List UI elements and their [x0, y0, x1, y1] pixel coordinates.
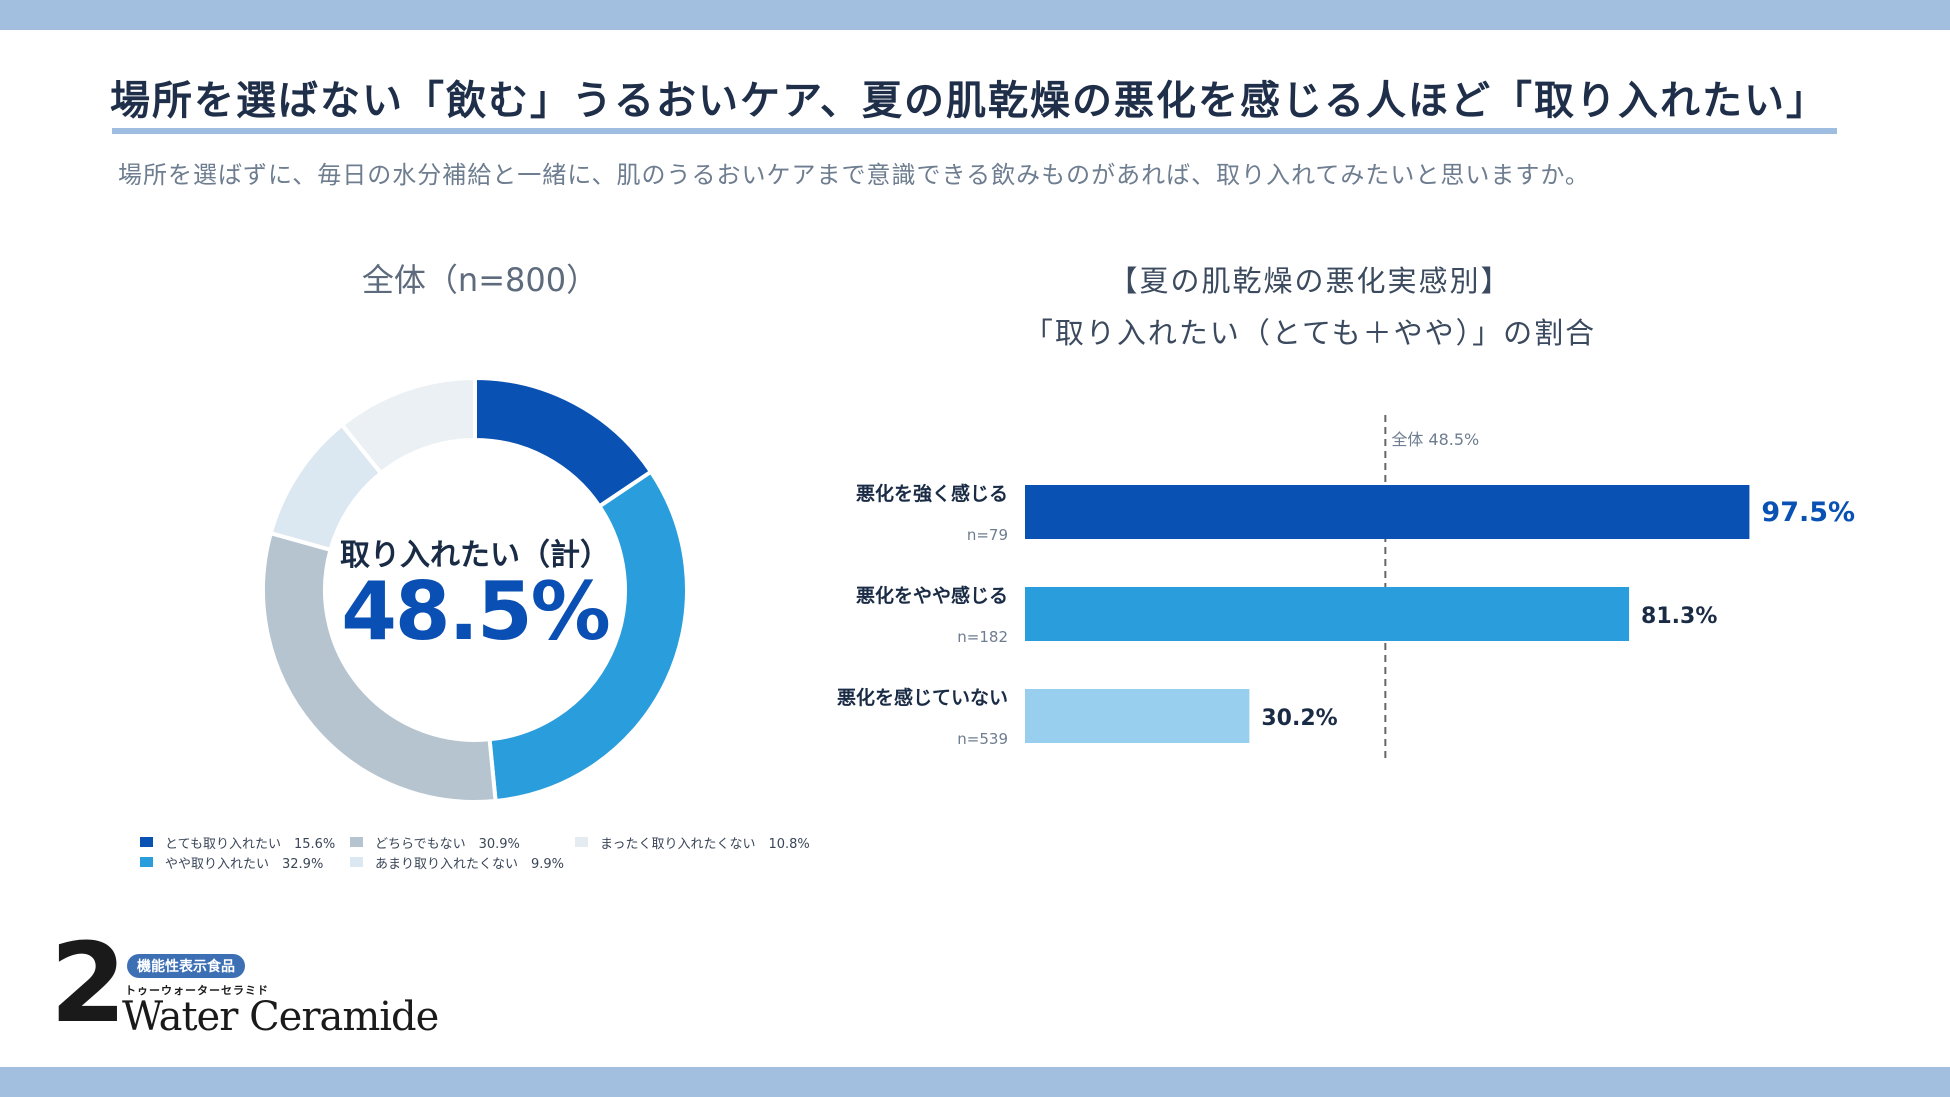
legend-label: あまり取り入れたくない 9.9%	[375, 856, 565, 872]
legend-swatch	[140, 857, 153, 867]
logo-name: Water Ceramide	[122, 994, 439, 1040]
legend-swatch	[350, 837, 363, 847]
donut-slice	[487, 468, 689, 804]
bar-sample-size: n=79	[967, 526, 1008, 544]
logo-number: 2	[50, 919, 127, 1047]
donut-legend: とても取り入れたい 15.6% どちらでもない 30.9% まったく取り入れたくない…	[140, 832, 840, 882]
donut-center-label: 取り入れたい（計）	[340, 538, 610, 573]
legend-label: とても取り入れたい 15.6%	[165, 836, 336, 852]
bar-category-label: 悪化を強く感じる	[856, 482, 1008, 505]
legend-item: やや取り入れたい 32.9%	[140, 852, 323, 872]
page-subtitle: 場所を選ばずに、毎日の水分補給と一緒に、肌のうるおいケアまで意識できる飲みものが…	[118, 161, 1590, 189]
donut-slice	[473, 375, 654, 510]
donut-slice	[261, 530, 498, 804]
bar-value-label: 81.3%	[1641, 604, 1717, 629]
bar-value-label: 97.5%	[1761, 497, 1855, 528]
bar-category-label: 悪化を感じていない	[837, 686, 1008, 709]
bar-chart-title: 【夏の肌乾燥の悪化実感別】 「取り入れたい（とても＋やや）」の割合	[990, 255, 1630, 359]
title-underline	[112, 128, 1837, 134]
donut-title: 全体（n=800）	[361, 261, 599, 299]
brand-logo: 2 機能性表示食品 トゥーウォーターセラミド Water Ceramide	[50, 928, 470, 1040]
bar	[1025, 689, 1250, 743]
bar	[1025, 485, 1750, 539]
donut-slice	[339, 375, 477, 476]
legend-swatch	[350, 857, 363, 867]
bar	[1025, 587, 1630, 641]
bar-value-label: 30.2%	[1261, 706, 1337, 731]
legend-item: どちらでもない 30.9%	[350, 832, 520, 852]
bar-chart-title-line1: 【夏の肌乾燥の悪化実感別】	[1108, 264, 1512, 298]
legend-item: まったく取り入れたくない 10.8%	[575, 832, 810, 852]
bar-chart-title-line2: 「取り入れたい（とても＋やや）」の割合	[1023, 316, 1597, 350]
donut-center-value: 48.5%	[341, 565, 611, 658]
legend-label: まったく取り入れたくない 10.8%	[600, 836, 810, 852]
bar-category-label: 悪化をやや感じる	[856, 584, 1008, 607]
donut-chart	[261, 375, 689, 804]
legend-label: どちらでもない 30.9%	[375, 836, 520, 852]
logo-badge: 機能性表示食品	[127, 954, 245, 978]
bar-sample-size: n=182	[957, 628, 1008, 646]
logo-kana: トゥーウォーターセラミド	[125, 984, 269, 997]
top-band	[0, 0, 1950, 30]
bar-chart: 全体 48.5% 悪化を強く感じる n=79 97.5% 悪化をやや感じる n=182 81…	[837, 415, 1855, 760]
page-title: 場所を選ばない「飲む」うるおいケア、夏の肌乾燥の悪化を感じる人ほど「取り入れたい…	[110, 78, 1828, 124]
legend-item: あまり取り入れたくない 9.9%	[350, 852, 564, 872]
legend-item: とても取り入れたい 15.6%	[140, 832, 335, 852]
reference-label: 全体 48.5%	[1391, 430, 1479, 449]
bar-sample-size: n=539	[957, 730, 1008, 748]
legend-label: やや取り入れたい 32.9%	[165, 856, 324, 872]
bottom-band	[0, 1067, 1950, 1097]
legend-swatch	[140, 837, 153, 847]
legend-swatch	[575, 837, 588, 847]
